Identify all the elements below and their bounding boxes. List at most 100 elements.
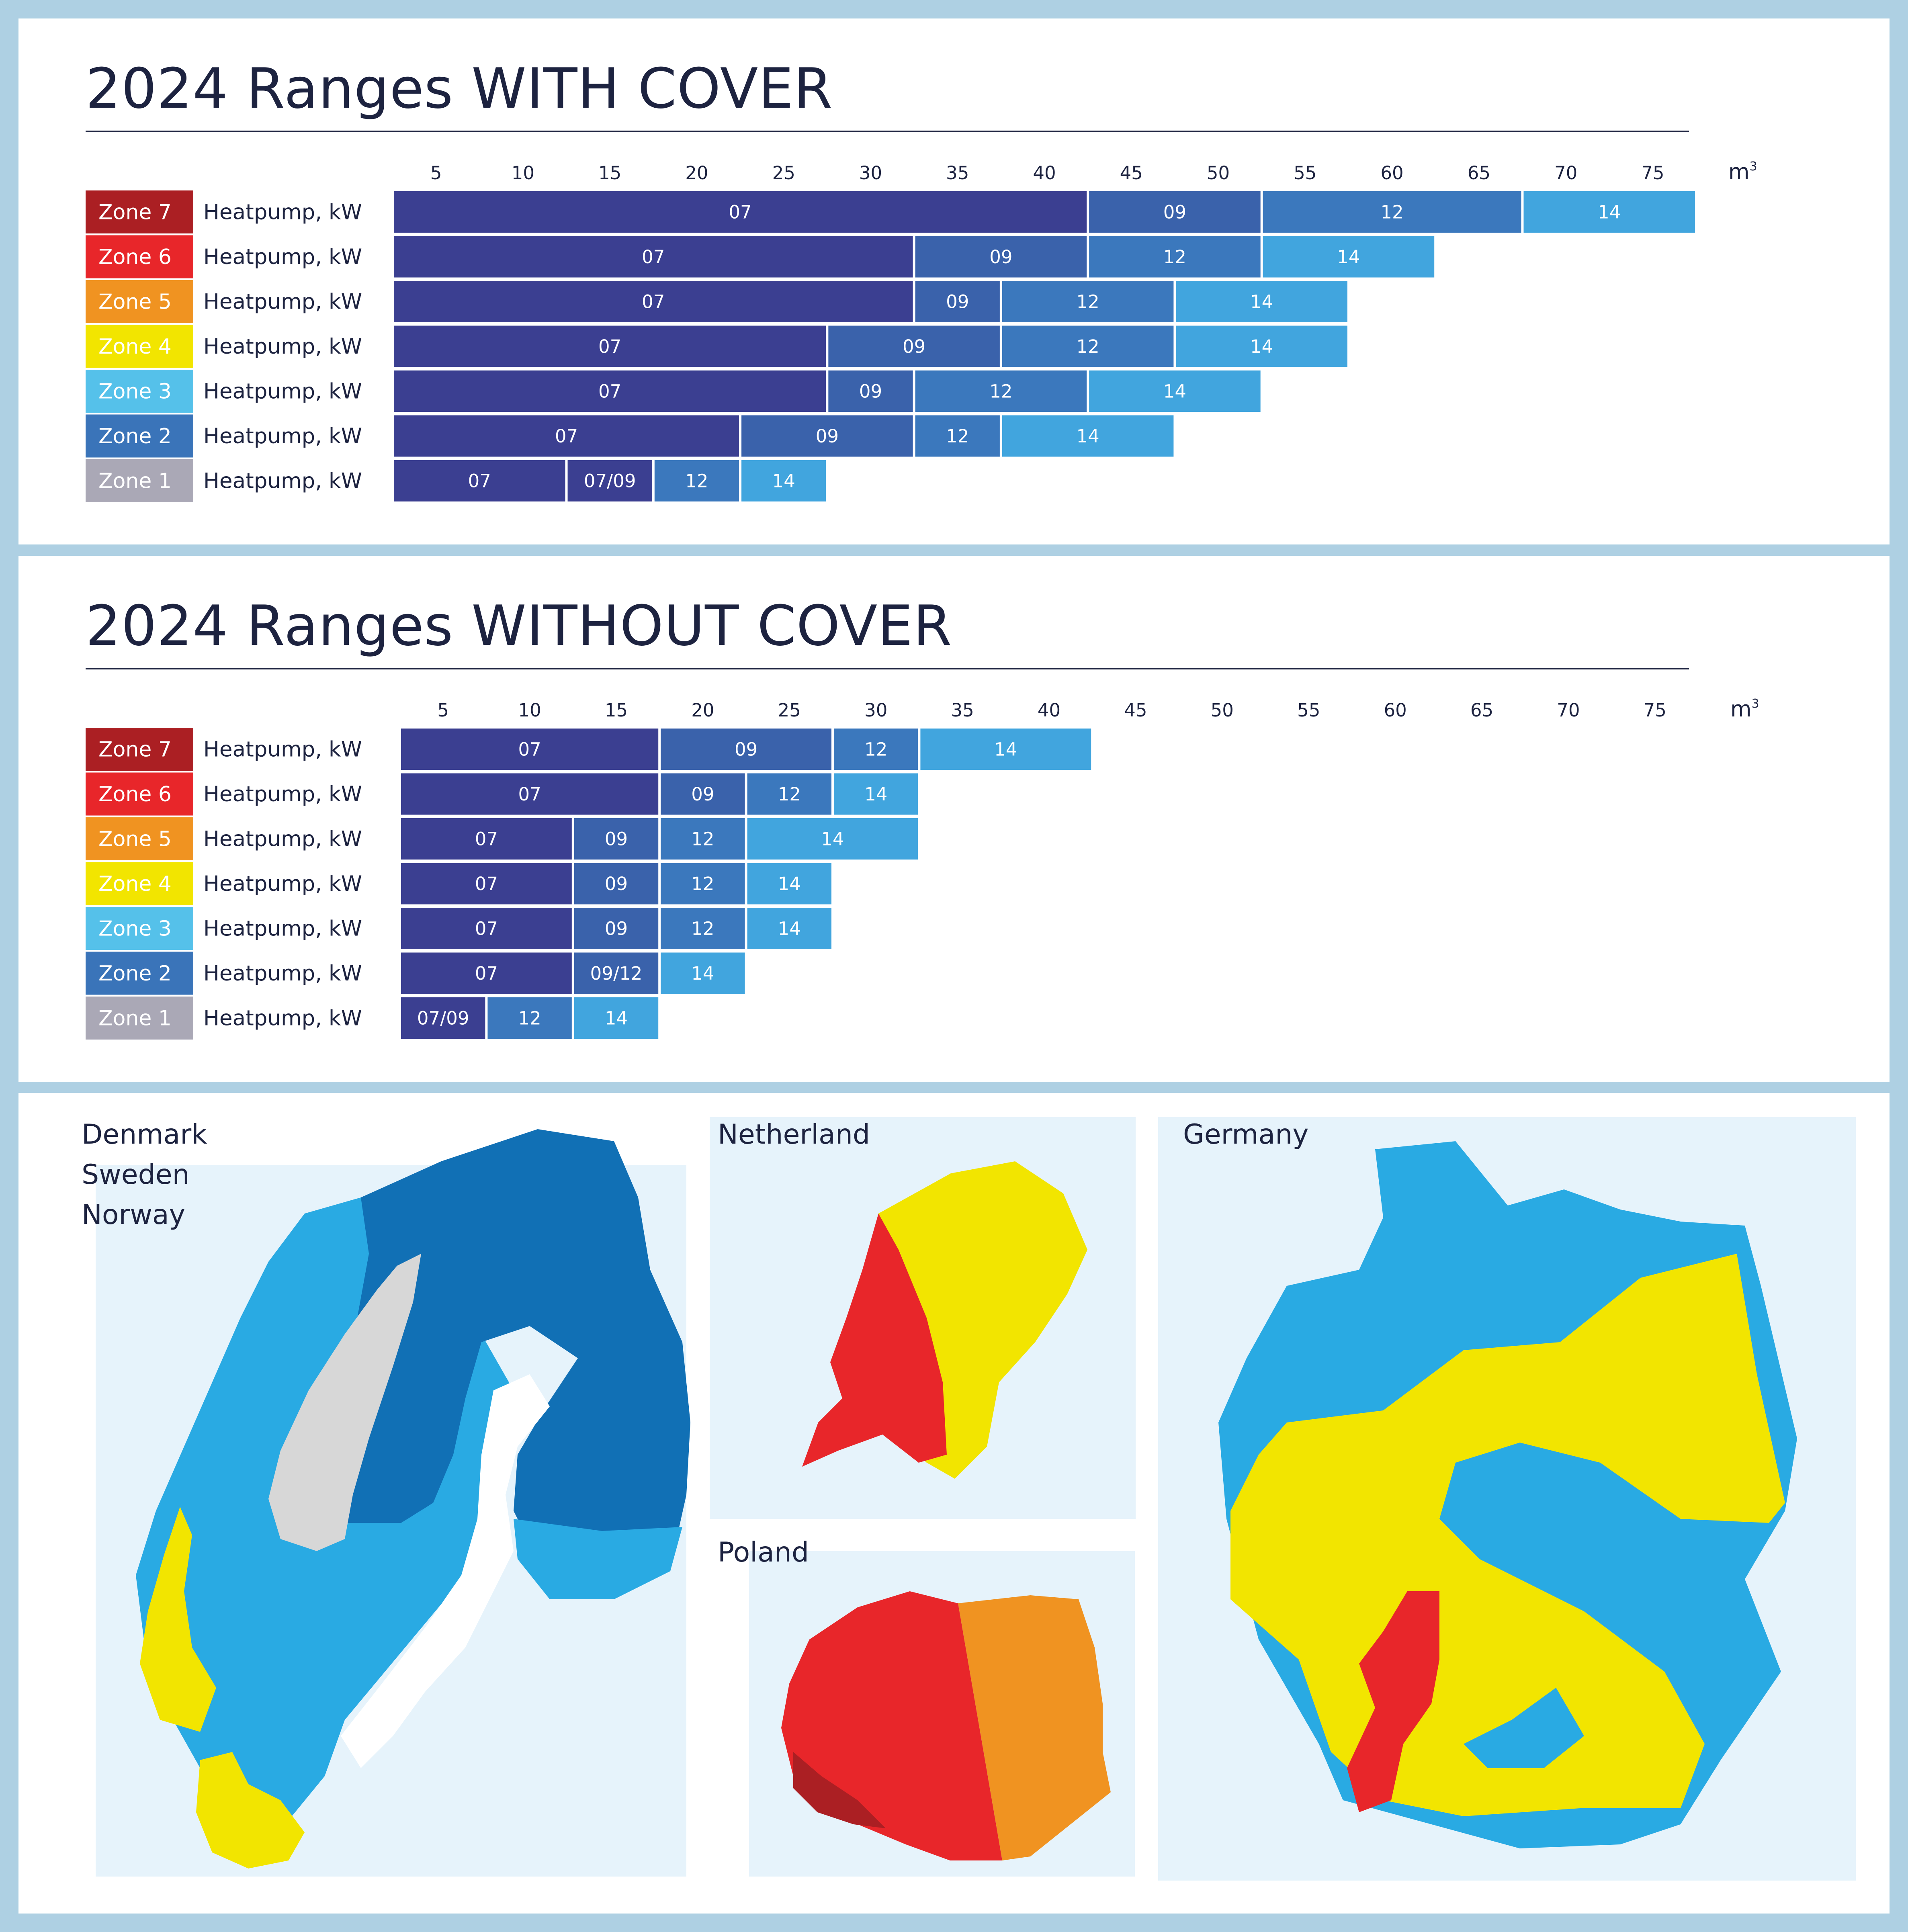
x-tick-label: 20 <box>685 162 708 184</box>
poland-map-title: Poland <box>718 1537 809 1568</box>
zone-swatch <box>86 728 193 771</box>
map-title-line: Norway <box>82 1199 185 1231</box>
segment-label: 14 <box>994 739 1017 760</box>
range-bar-segment <box>747 818 918 860</box>
segment-label: 12 <box>518 1008 541 1029</box>
segment-label: 12 <box>691 873 714 894</box>
germany-map-title: Germany <box>1183 1119 1309 1150</box>
zone-swatch <box>86 817 193 860</box>
segment-label: 07 <box>729 202 751 223</box>
segment-label: 07 <box>475 918 498 939</box>
range-bar-segment <box>574 863 659 905</box>
x-tick-label: 75 <box>1641 162 1664 184</box>
heatpump-label: Heatpump, kW <box>203 290 362 314</box>
segment-label: 14 <box>1598 202 1621 223</box>
zone-swatch <box>86 370 193 413</box>
x-tick-label: 50 <box>1211 700 1234 721</box>
x-tick-label: 60 <box>1384 700 1406 721</box>
zone-swatch <box>86 907 193 950</box>
x-tick-label: 30 <box>864 700 887 721</box>
range-bar-segment <box>574 952 659 994</box>
segment-label: 07 <box>555 426 578 447</box>
range-bar-segment <box>915 236 1087 278</box>
zone-swatch <box>86 997 193 1040</box>
denmark-zone4 <box>196 1752 305 1869</box>
segment-label: 14 <box>778 918 801 939</box>
range-bar-segment <box>654 460 739 501</box>
range-bar-segment <box>401 908 572 949</box>
segment-label: 12 <box>778 784 801 805</box>
x-tick-label: 55 <box>1297 700 1320 721</box>
segment-label: 12 <box>1380 202 1403 223</box>
heatpump-label: Heatpump, kW <box>203 469 362 493</box>
range-bar-segment <box>828 325 1000 367</box>
segment-label: 14 <box>691 963 714 984</box>
range-bar-segment <box>747 773 831 815</box>
segment-label: 14 <box>1077 426 1099 447</box>
range-bar-segment <box>915 281 1000 322</box>
heatpump-label: Heatpump, kW <box>203 737 362 762</box>
segment-label: 14 <box>1337 246 1360 268</box>
segment-label: 07 <box>598 381 621 402</box>
zone-swatch <box>86 235 193 278</box>
range-bar-segment <box>487 997 572 1039</box>
x-unit-label: m3 <box>1730 696 1759 722</box>
segment-label: 07 <box>598 336 621 357</box>
zone-maps-panel: Denmark Sweden Norway Netherland Poland … <box>18 1093 1890 1914</box>
range-bar-segment <box>1089 370 1261 412</box>
range-bar-segment <box>394 281 913 322</box>
segment-label: 12 <box>989 381 1012 402</box>
segment-label: 14 <box>1250 336 1273 357</box>
range-bar-segment <box>394 325 826 367</box>
range-bar-segment <box>1176 281 1347 322</box>
segment-label: 09/12 <box>590 963 643 984</box>
range-bar-segment <box>747 908 831 949</box>
segment-label: 14 <box>864 784 887 805</box>
x-tick-label: 60 <box>1380 162 1403 184</box>
x-unit-label: m3 <box>1728 159 1757 184</box>
x-tick-label: 45 <box>1124 700 1147 721</box>
segment-label: 07/09 <box>417 1008 469 1029</box>
range-bar-segment <box>1523 191 1695 233</box>
zone-label: Zone 4 <box>98 872 172 896</box>
poland-zone5 <box>958 1595 1111 1860</box>
chart-without-cover: 5 10 15 20 25 30 35 40 45 50 55 60 65 70 75 m3 Zone 7 Hea… <box>86 696 1759 1040</box>
range-bar-segment <box>1089 191 1261 233</box>
x-tick-label: 10 <box>518 700 541 721</box>
range-bar-segment <box>661 773 745 815</box>
x-tick-label: 30 <box>859 162 882 184</box>
x-tick-label: 50 <box>1207 162 1230 184</box>
segment-label: 12 <box>864 739 887 760</box>
segment-label: 12 <box>1163 246 1186 268</box>
segment-label: 09 <box>691 784 714 805</box>
segment-label: 14 <box>821 829 844 850</box>
zone-label: Zone 2 <box>98 962 172 986</box>
chart-with-cover: 5 10 15 20 25 30 35 40 45 50 55 60 65 70 75 m3 Zone 7 Hea… <box>86 159 1757 502</box>
poland-zone7 <box>793 1752 886 1828</box>
range-bar-segment <box>401 997 485 1039</box>
baltic-sea <box>341 1374 550 1768</box>
segment-label: 09 <box>816 426 839 447</box>
map-title-line: Sweden <box>82 1159 190 1191</box>
range-bar-segment <box>834 729 918 770</box>
range-bar-segment <box>574 908 659 949</box>
x-tick-label: 35 <box>951 700 974 721</box>
range-bar-segment <box>401 818 572 860</box>
range-bar-segment <box>915 370 1087 412</box>
range-bar-segment <box>1263 191 1521 233</box>
segment-label: 07/09 <box>584 471 636 492</box>
x-tick-label: 10 <box>512 162 534 184</box>
nordics-map-title: Denmark Sweden Norway <box>82 1115 207 1235</box>
zone-swatch <box>86 325 193 368</box>
range-bar-segment <box>394 415 739 457</box>
range-bar-segment <box>915 415 1000 457</box>
segment-label: 07 <box>518 784 541 805</box>
range-bar-segment <box>1089 236 1261 278</box>
range-bar-segment <box>394 370 826 412</box>
ranges-with-cover-panel: 2024 Ranges WITH COVER 5 10 15 20 25 30 35 40 45… <box>18 18 1890 544</box>
ranges-without-cover-panel: 2024 Ranges WITHOUT COVER 5 10 15 20 25 30 35 4… <box>18 556 1890 1082</box>
zone-swatch <box>86 280 193 323</box>
heatpump-label: Heatpump, kW <box>203 424 362 448</box>
segment-label: 07 <box>642 291 665 313</box>
segment-label: 14 <box>778 873 801 894</box>
